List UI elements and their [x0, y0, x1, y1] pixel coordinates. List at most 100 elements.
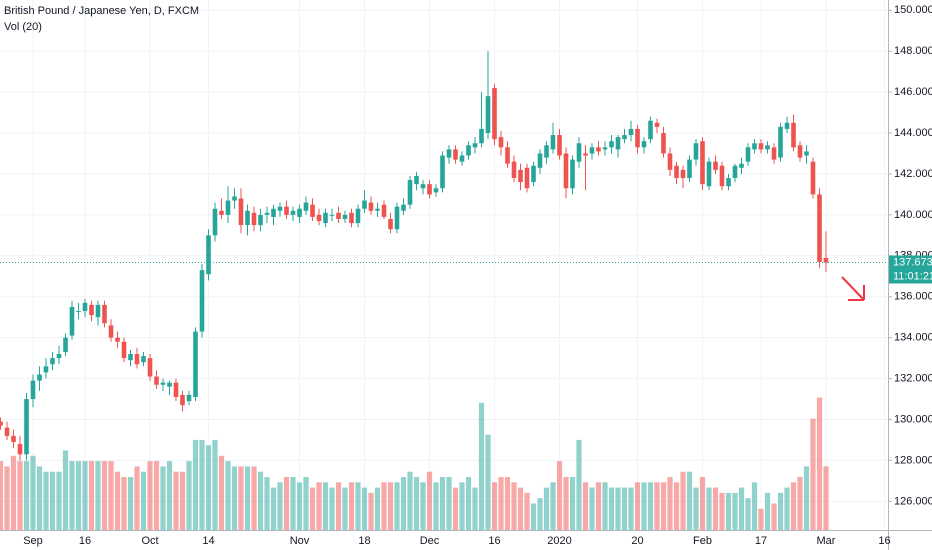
- candle-body: [134, 354, 140, 365]
- volume-bar: [335, 482, 342, 530]
- candle-body: [115, 337, 120, 342]
- candle-body: [76, 311, 81, 313]
- volume-bar: [374, 487, 381, 530]
- candle-body: [726, 178, 731, 187]
- candle-body: [355, 208, 361, 224]
- candle-body: [648, 120, 653, 140]
- candle-body: [284, 206, 289, 215]
- candle-body: [368, 202, 374, 211]
- volume-bar: [465, 477, 472, 530]
- volume-bar: [719, 492, 725, 530]
- volume-bar: [816, 397, 823, 530]
- volume-bar: [634, 482, 641, 530]
- candle-body: [388, 218, 393, 230]
- volume-bar: [316, 482, 322, 530]
- candle-body: [713, 161, 718, 170]
- volume-bar: [569, 477, 576, 530]
- volume-bar: [56, 471, 62, 530]
- volume-bar: [114, 471, 121, 530]
- volume-bar: [563, 477, 569, 530]
- candle-body: [654, 122, 660, 127]
- volume-bar: [75, 461, 82, 530]
- volume-bar: [712, 487, 719, 530]
- volume-bar: [771, 503, 777, 530]
- volume-bar: [732, 492, 738, 530]
- volume-bar: [283, 477, 290, 530]
- candle-body: [225, 200, 231, 215]
- candle-body: [212, 208, 218, 236]
- volume-bar: [706, 487, 712, 530]
- volume-bar: [153, 461, 160, 530]
- candle-body: [30, 380, 36, 400]
- volume-bar: [160, 466, 166, 530]
- candle-body: [498, 137, 504, 148]
- volume-bar: [511, 482, 517, 530]
- countdown-label: 11:01:21: [893, 270, 932, 282]
- candle-body: [706, 161, 712, 187]
- candle-body: [531, 165, 536, 183]
- volume-bar: [355, 482, 361, 530]
- candle-body: [576, 143, 582, 162]
- y-tick-label: 150.000: [894, 4, 932, 16]
- volume-bar: [348, 482, 355, 530]
- volume-bar: [186, 461, 192, 530]
- candle-body: [43, 366, 49, 373]
- candle-body: [290, 210, 296, 215]
- volume-bar: [127, 477, 134, 530]
- candle-body: [167, 382, 172, 387]
- volume-bar: [667, 477, 673, 530]
- candle-body: [433, 188, 439, 193]
- volume-bar: [758, 508, 764, 530]
- volume-bar: [777, 492, 784, 530]
- volume-bar: [686, 471, 693, 530]
- volume-bar: [231, 466, 238, 530]
- candle-body: [485, 96, 491, 134]
- y-tick-label: 134.000: [894, 332, 932, 344]
- candle-body: [667, 153, 673, 170]
- candle-body: [459, 155, 465, 162]
- volume-bar: [361, 487, 368, 530]
- candle-body: [427, 184, 432, 195]
- x-tick-label: Feb: [693, 535, 712, 547]
- candle-body: [82, 302, 88, 312]
- candle-body: [518, 169, 523, 183]
- x-tick-label: 16: [79, 535, 91, 547]
- candle-body: [622, 135, 627, 140]
- candle-body: [180, 394, 185, 406]
- volume-bar: [615, 487, 621, 530]
- candle-body: [583, 153, 588, 156]
- candle-body: [797, 145, 803, 158]
- volume-bar: [329, 487, 335, 530]
- y-tick-label: 146.000: [894, 86, 932, 98]
- candle-body: [362, 200, 367, 209]
- candle-body: [680, 169, 686, 179]
- volume-bar: [452, 487, 459, 530]
- volume-bar: [823, 466, 829, 530]
- candle-body: [245, 210, 250, 226]
- last-price-label: 137.673: [893, 256, 932, 268]
- candle-body: [89, 304, 94, 316]
- volume-bar: [556, 461, 563, 530]
- volume-bar: [166, 461, 173, 530]
- candle-body: [719, 165, 725, 187]
- volume-bar: [790, 482, 797, 530]
- candle-body: [63, 337, 68, 352]
- candle-body: [550, 135, 556, 150]
- volume-bar: [660, 482, 667, 530]
- volume-bar: [290, 477, 296, 530]
- candle-body: [745, 147, 751, 162]
- volume-bar: [108, 461, 114, 530]
- y-tick-label: 136.000: [894, 291, 932, 303]
- volume-bar: [62, 450, 69, 530]
- volume-bar: [439, 477, 446, 530]
- volume-bar: [205, 445, 212, 530]
- x-tick-label: Dec: [420, 535, 440, 547]
- x-tick-label: 17: [755, 535, 767, 547]
- candle-body: [238, 198, 244, 226]
- volume-bar: [426, 471, 433, 530]
- candle-body: [420, 184, 426, 189]
- volume-bar: [69, 461, 75, 530]
- volume-legend: Vol (20): [4, 21, 42, 33]
- candle-body: [193, 331, 198, 397]
